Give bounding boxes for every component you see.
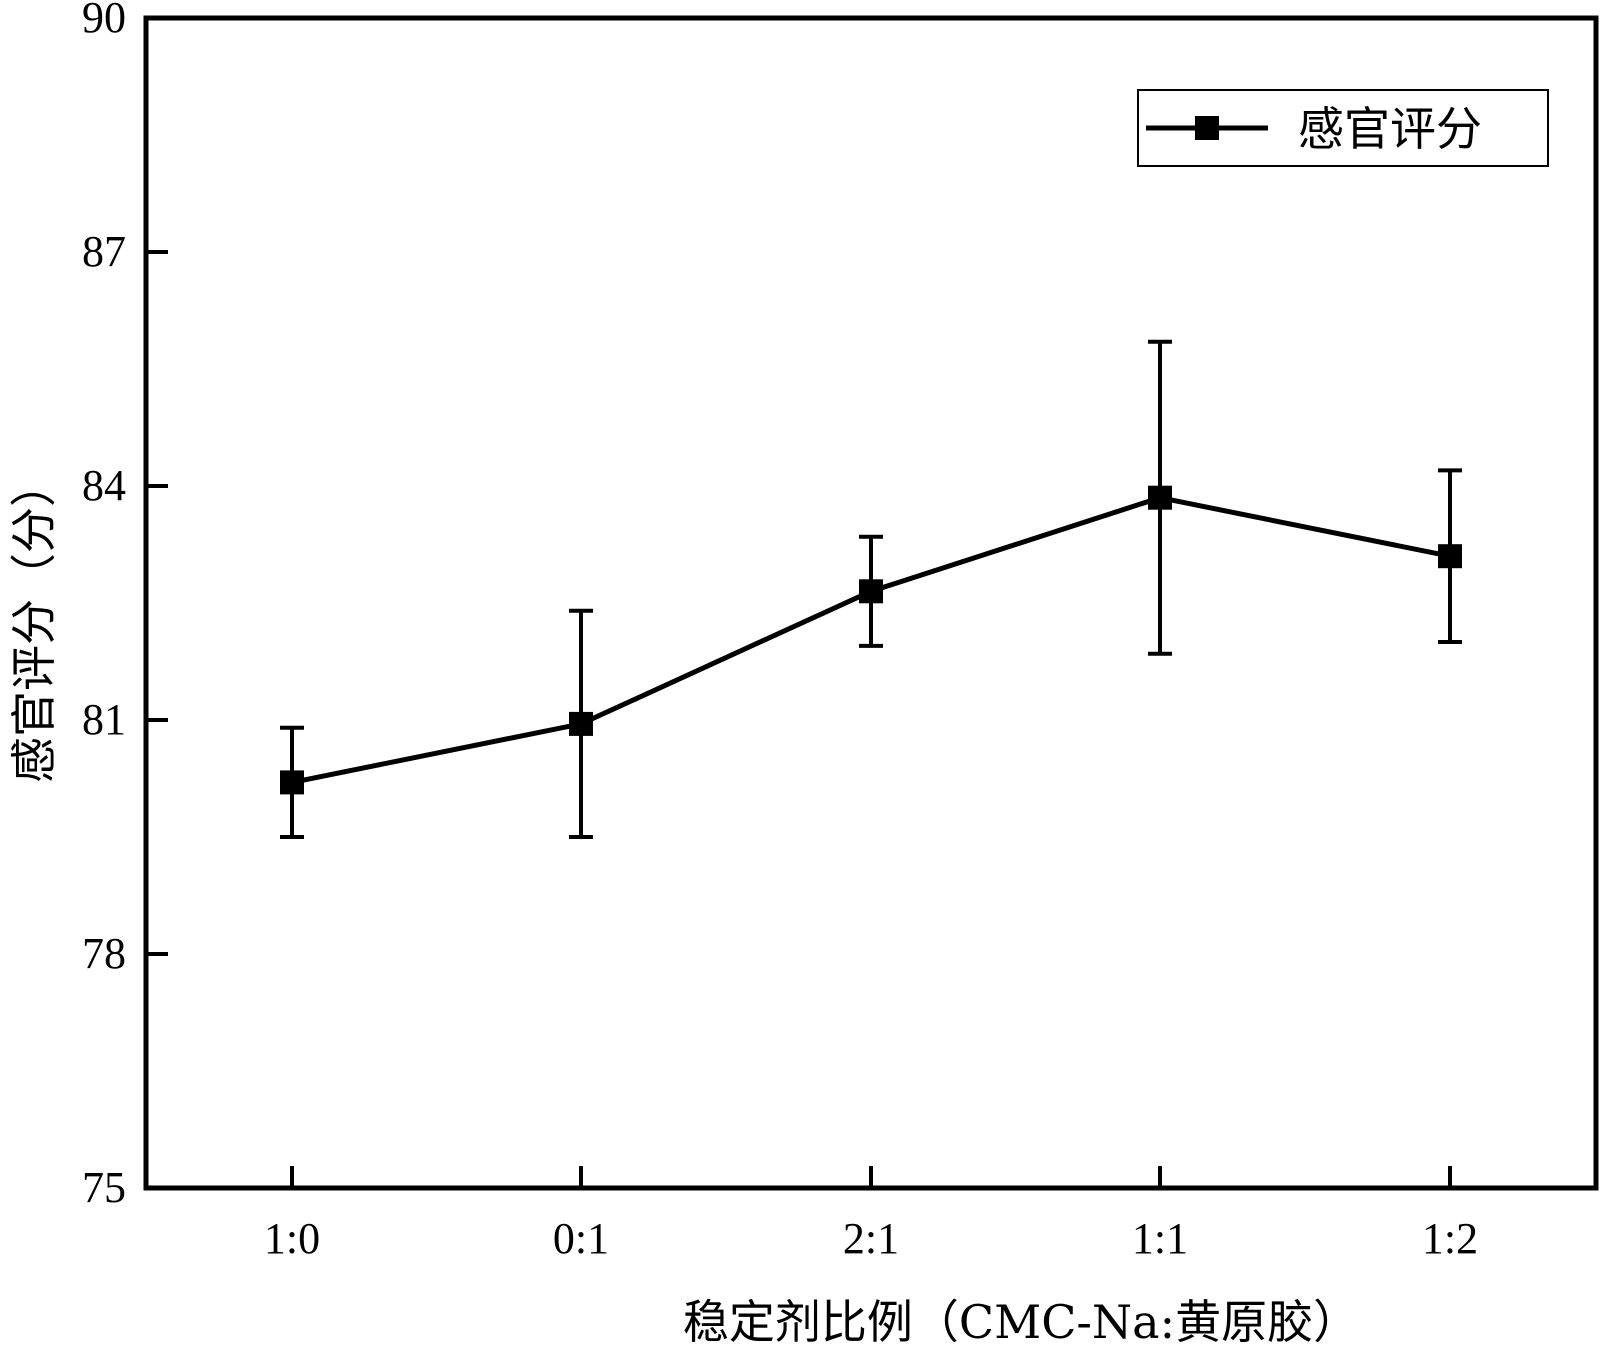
x-tick-label: 0:1 <box>553 1214 609 1263</box>
y-tick-label: 78 <box>82 929 126 978</box>
data-point-marker <box>280 770 304 795</box>
x-tick-label: 2:1 <box>843 1214 899 1263</box>
legend-marker <box>1195 116 1219 140</box>
x-axis-title: 稳定剂比例（CMC-Na:黄原胶） <box>683 1295 1359 1347</box>
legend-label: 感官评分 <box>1298 102 1482 156</box>
x-tick-label: 1:2 <box>1422 1214 1478 1263</box>
data-point-marker <box>1148 485 1172 510</box>
y-tick-label: 90 <box>82 0 126 42</box>
y-tick-label: 84 <box>82 461 126 510</box>
y-tick-label: 75 <box>82 1163 126 1212</box>
y-tick-label: 87 <box>82 227 126 276</box>
x-tick-label: 1:0 <box>264 1214 320 1263</box>
data-point-marker <box>1438 544 1462 569</box>
data-point-marker <box>859 579 883 604</box>
y-tick-label: 81 <box>82 695 126 744</box>
y-axis-title: 感官评分（分） <box>7 461 61 783</box>
legend: 感官评分 <box>1137 89 1549 167</box>
x-tick-label: 1:1 <box>1132 1214 1188 1263</box>
plot-area: 75 78 81 84 87 90 1:0 0:1 2:1 1:1 1:2 <box>82 0 1599 1263</box>
data-point-marker <box>569 711 593 736</box>
